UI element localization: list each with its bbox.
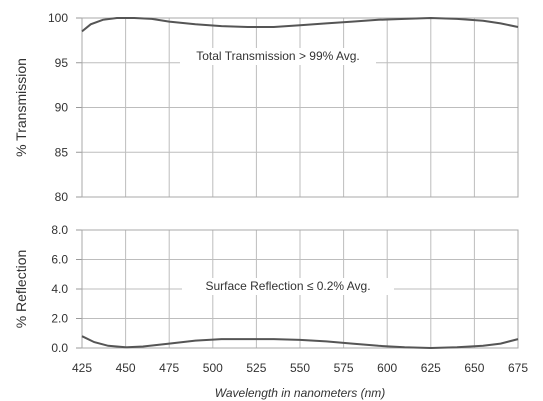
transmission-grid: [76, 17, 519, 198]
reflection-series-line: [81, 335, 519, 350]
transmission-y-tick-label: 95: [55, 56, 69, 70]
transmission-y-tick-label: 100: [48, 11, 68, 25]
x-tick-label: 650: [464, 361, 484, 375]
transmission-y-tick-label: 85: [55, 145, 69, 159]
transmission-y-axis-label: % Transmission: [13, 58, 29, 157]
x-tick-label: 675: [508, 361, 528, 375]
transmission-annotation: Total Transmission > 99% Avg.: [196, 49, 360, 63]
reflection-plot: Surface Reflection ≤ 0.2% Avg.: [81, 278, 519, 350]
transmission-y-tick-label: 90: [55, 101, 69, 115]
reflection-y-tick-label: 4.0: [51, 282, 68, 296]
transmission-y-tick-label: 80: [55, 190, 69, 204]
reflection-y-tick-label: 6.0: [51, 253, 68, 267]
reflection-y-tick-label: 0.0: [51, 341, 68, 355]
reflection-y-tick-label: 2.0: [51, 312, 68, 326]
reflection-plot-border: [81, 229, 519, 349]
x-tick-label: 550: [290, 361, 310, 375]
transmission-plot-border: [81, 17, 519, 198]
reflection-annotation-bg: [182, 278, 394, 295]
reflection-annotation: Surface Reflection ≤ 0.2% Avg.: [205, 279, 370, 293]
x-tick-label: 450: [116, 361, 136, 375]
reflection-y-axis-label: % Reflection: [13, 250, 29, 329]
x-tick-label: 425: [72, 361, 92, 375]
x-tick-label: 625: [421, 361, 441, 375]
chart-labels: 80 85 90 95 100 % Transmission 0.0 2.0 4.0 6.0 8.0…: [13, 11, 528, 400]
reflection-y-tick-label: 8.0: [51, 223, 68, 237]
transmission-series-line: [81, 16, 519, 33]
x-tick-label: 475: [159, 361, 179, 375]
x-tick-label: 600: [377, 361, 397, 375]
transmission-annotation-bg: [180, 48, 376, 65]
x-tick-label: 500: [203, 361, 223, 375]
transmission-plot: Total Transmission > 99% Avg.: [81, 16, 519, 65]
x-axis-label: Wavelength in nanometers (nm): [215, 386, 386, 400]
x-tick-label: 575: [334, 361, 354, 375]
x-tick-label: 525: [246, 361, 266, 375]
